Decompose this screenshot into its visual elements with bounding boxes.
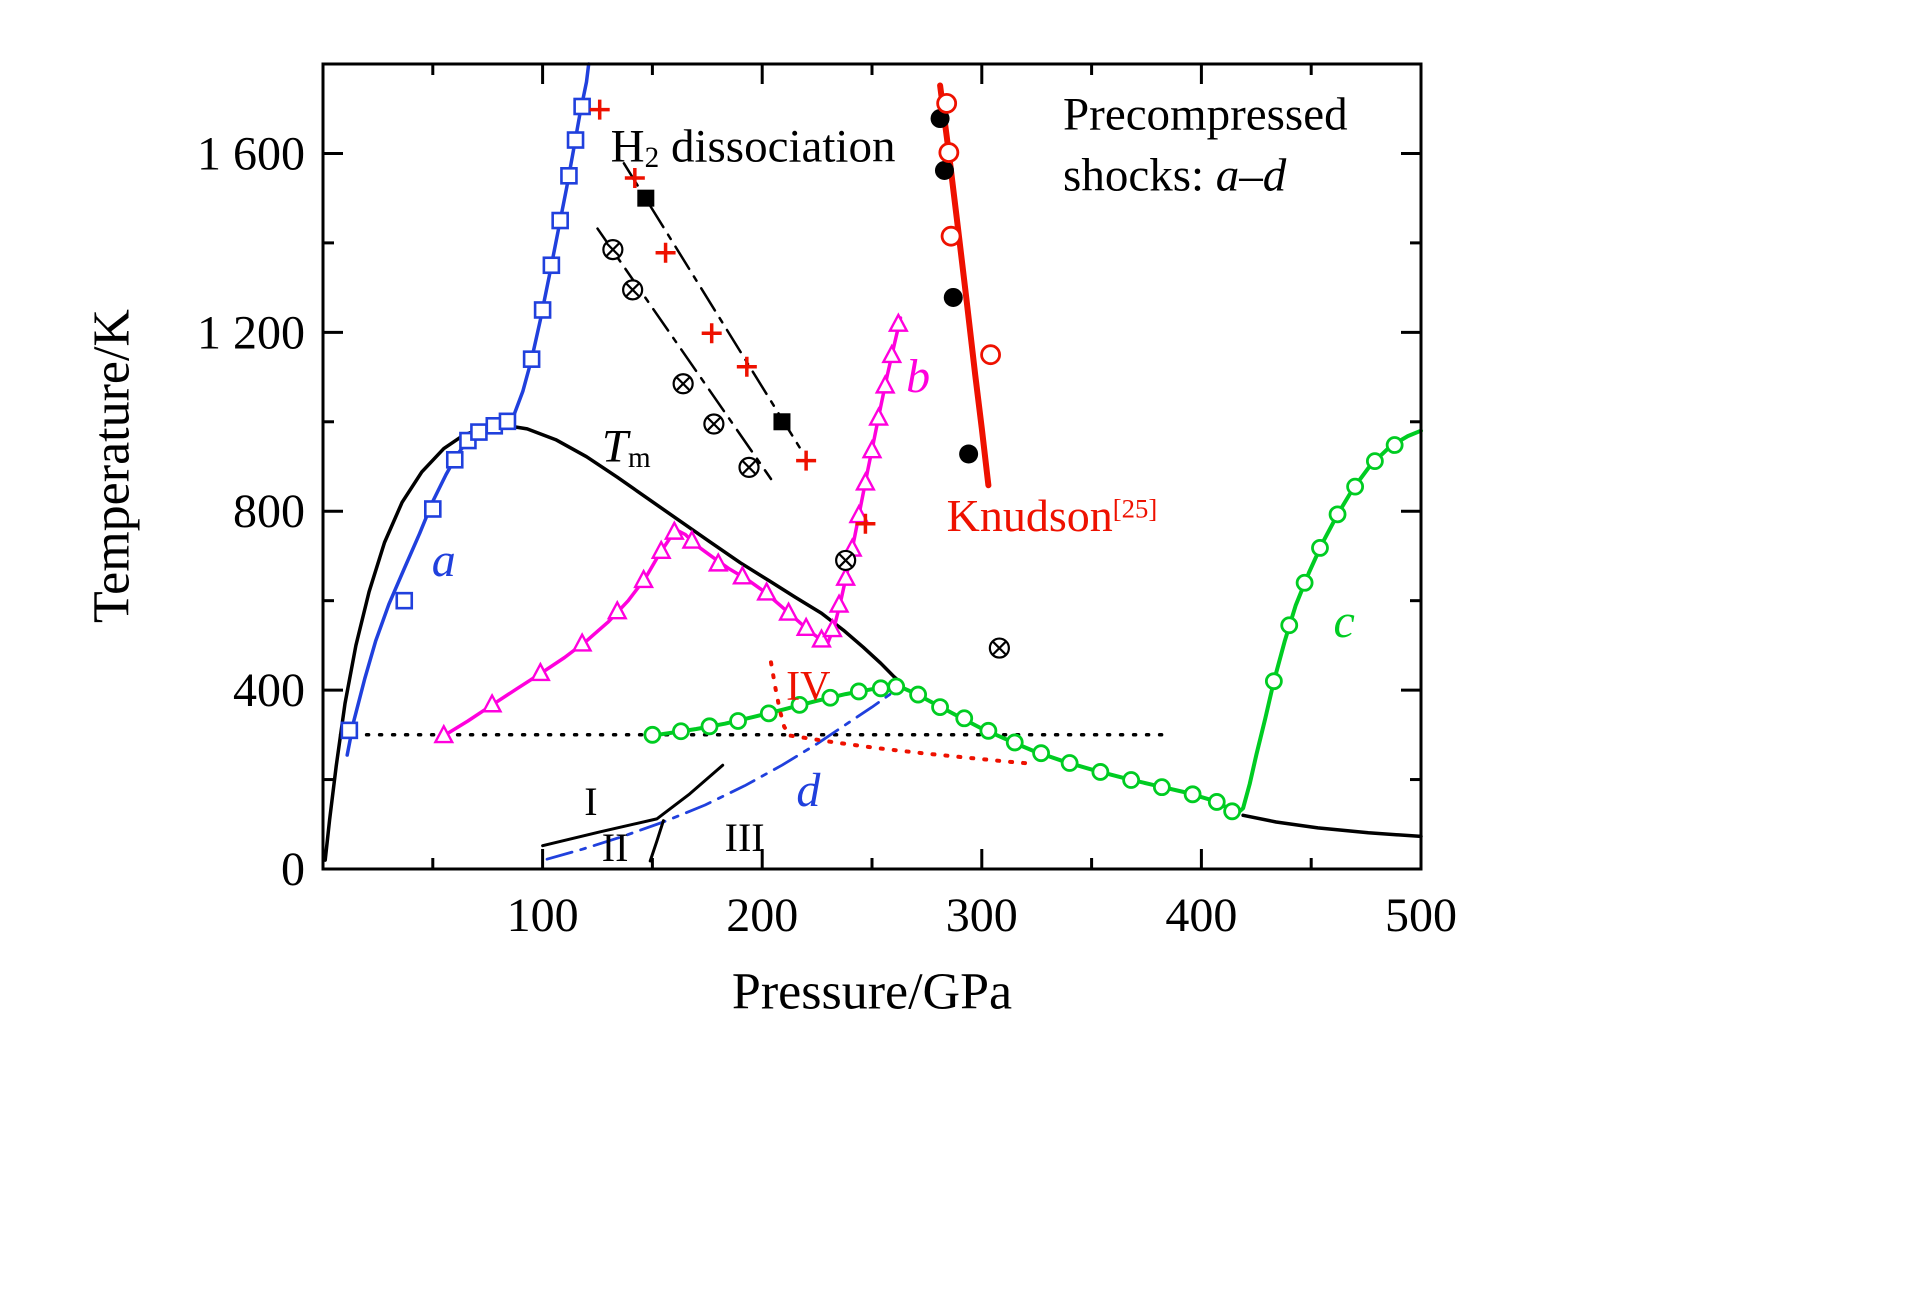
x-tick-label: 500 [1385,889,1457,942]
series-line-melting-line-tm [323,423,905,862]
series-line-dissoc-line-lower [596,227,773,481]
series-markers-curve-a [340,97,591,740]
series-line-curve-a [345,62,591,757]
series-markers-dissoc-filled-squares [637,189,791,431]
x-axis-label: Pressure/GPa [731,963,1013,1021]
y-tick-label: 1 200 [197,306,305,359]
series-line-melting-line-right [1241,813,1423,839]
series-line-curve-d [545,686,900,861]
series-line-region-iv-right [788,733,1037,766]
x-tick-label: 200 [726,889,798,942]
x-tick-label: 400 [1165,889,1237,942]
series-markers-knudson-open-circles [936,92,1001,366]
y-axis-label: Temperature/K [83,309,141,623]
series-line-dissoc-line-upper [622,162,803,453]
series-markers-knudson-filled-circles [930,109,979,464]
series-markers-curve-c [643,436,1404,821]
y-tick-label: 800 [233,485,305,538]
series-markers-curve-b [433,312,909,744]
series-line-phase-line-ii-iii [648,819,665,863]
y-tick-label: 1 600 [197,127,305,180]
series-line-region-iv-left [769,660,793,738]
y-tick-label: 0 [281,843,305,896]
series-markers-dissoc-otimes-points [602,238,1010,659]
x-tick-label: 300 [946,889,1018,942]
y-tick-label: 400 [233,664,305,717]
series-line-phase-line-i [541,763,725,848]
x-tick-label: 100 [507,889,579,942]
series-markers-dissoc-plus-points [589,99,876,534]
